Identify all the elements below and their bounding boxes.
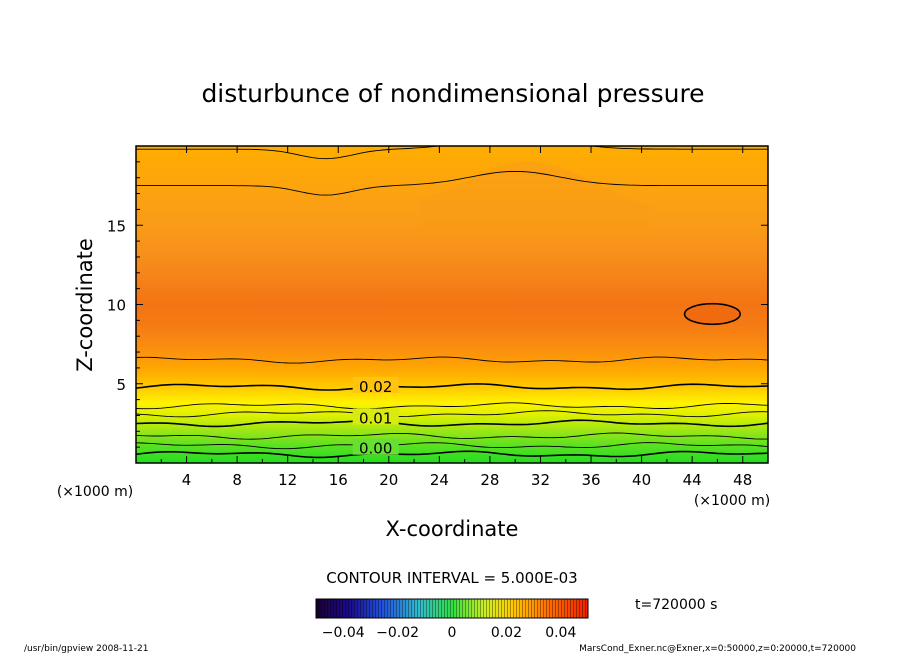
contour-line [136, 419, 768, 428]
y-tick-label: 10 [107, 297, 126, 315]
x-tick-label: 24 [430, 471, 449, 489]
colorbar-tick-label: 0 [448, 625, 457, 641]
contour-label-bg [352, 376, 399, 393]
colorbar-tick-label: 0.02 [491, 625, 522, 641]
contour-label-bg [352, 438, 399, 455]
colorbar-tick-label: 0.04 [545, 625, 576, 641]
x-tick-label: 28 [480, 471, 499, 489]
contour-line [136, 170, 768, 196]
chart-title: disturbunce of nondimensional pressure [201, 79, 704, 108]
colorbar-frame [315, 598, 589, 619]
colorbar-ticks: −0.04 −0.02 0 0.02 0.04 [322, 625, 577, 641]
colorbar-tick-label: −0.04 [322, 625, 365, 641]
contour-interval-label: CONTOUR INTERVAL = 5.000E-03 [326, 569, 577, 587]
contour-line [136, 432, 768, 440]
contour-line [136, 410, 768, 418]
x-tick-label: 44 [683, 471, 702, 489]
x-tick-label: 16 [329, 471, 348, 489]
contour-label: 0.02 [359, 378, 392, 396]
x-unit-right: (×1000 m) [694, 493, 770, 509]
x-axis-ticks: 4 8 12 16 20 24 28 32 36 40 44 48 [160, 146, 752, 489]
plot-area [136, 146, 768, 463]
contour-line [136, 450, 768, 459]
contour-line [136, 402, 768, 410]
time-label: t=720000 s [635, 597, 717, 613]
closed-contour-max [683, 302, 741, 326]
x-unit-left: (×1000 m) [57, 484, 133, 500]
footer-right: MarsCond_Exner.nc@Exner,x=0:50000,z=0:20… [579, 644, 856, 654]
x-tick-label: 12 [278, 471, 297, 489]
contour-line [136, 383, 768, 391]
y-axis-label: Z-coordinate [73, 238, 97, 372]
contour-line [136, 146, 768, 160]
colorbar: −0.04 −0.02 0 0.02 0.04 [315, 598, 589, 641]
y-tick-label: 5 [116, 376, 126, 394]
contour-line [136, 442, 768, 450]
contour-label: 0.01 [359, 410, 392, 428]
y-axis-ticks: 5 10 15 [107, 161, 768, 448]
contour-lines [136, 146, 768, 459]
x-tick-label: 36 [581, 471, 600, 489]
footer-left: /usr/bin/gpview 2008-11-21 [24, 644, 148, 654]
x-tick-label: 4 [182, 471, 192, 489]
x-tick-label: 40 [632, 471, 651, 489]
x-tick-label: 48 [733, 471, 752, 489]
x-axis-label: X-coordinate [386, 517, 519, 541]
contour-label: 0.00 [359, 440, 392, 458]
colorbar-stripes [316, 599, 588, 618]
x-tick-label: 20 [379, 471, 398, 489]
contour-line [136, 356, 768, 364]
x-tick-label: 8 [232, 471, 242, 489]
x-tick-label: 32 [531, 471, 550, 489]
contour-label-group: 0.02 0.01 0.00 [352, 376, 399, 458]
upper-warm-bulge [420, 160, 650, 230]
y-tick-label: 15 [107, 217, 126, 235]
contour-label-bg [352, 408, 399, 425]
colorbar-tick-label: −0.02 [376, 625, 419, 641]
